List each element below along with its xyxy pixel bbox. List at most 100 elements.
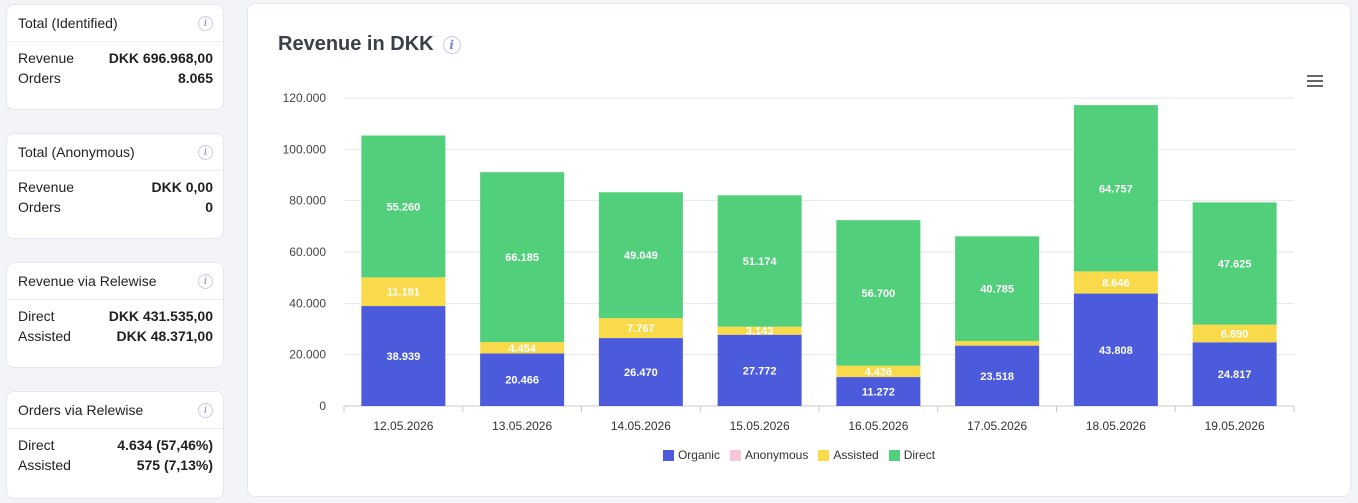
data-label: 11.181 bbox=[387, 287, 420, 299]
card-row: Direct DKK 431.535,00 bbox=[18, 306, 213, 326]
info-icon[interactable]: i bbox=[198, 273, 213, 289]
x-tick-label: 13.05.2026 bbox=[492, 419, 552, 433]
card-title: Revenue via Relewise bbox=[18, 273, 157, 289]
card-body: Direct 4.634 (57,46%) Assisted 575 (7,13%) bbox=[7, 429, 223, 475]
hamburger-menu-icon[interactable] bbox=[1307, 75, 1323, 87]
row-label: Revenue bbox=[18, 179, 75, 195]
data-label: 7.767 bbox=[627, 323, 655, 335]
legend-item-anonymous[interactable]: Anonymous bbox=[729, 448, 809, 462]
card-body: Revenue DKK 696.968,00 Orders 8.065 bbox=[7, 42, 223, 88]
data-label: 27.772 bbox=[743, 365, 777, 377]
row-label: Orders bbox=[18, 70, 61, 86]
data-label: 3.143 bbox=[746, 326, 774, 338]
row-value: 4.634 (57,46%) bbox=[117, 437, 213, 453]
x-tick-label: 14.05.2026 bbox=[611, 419, 671, 433]
bar-segment-assisted[interactable] bbox=[361, 277, 446, 307]
legend-item-organic[interactable]: Organic bbox=[662, 448, 720, 462]
x-tick-label: 17.05.2026 bbox=[967, 419, 1027, 433]
data-label: 47.625 bbox=[1218, 258, 1252, 270]
card-row: Orders 0 bbox=[18, 197, 213, 217]
card-row: Assisted 575 (7,13%) bbox=[18, 455, 213, 475]
row-value: 0 bbox=[205, 199, 213, 215]
data-label: 64.757 bbox=[1099, 183, 1133, 195]
bar-segment-direct[interactable] bbox=[717, 195, 802, 327]
bar-segment-assisted[interactable] bbox=[1073, 271, 1158, 294]
card-header: Orders via Relewise i bbox=[7, 392, 223, 429]
bar-segment-assisted[interactable] bbox=[717, 326, 802, 335]
bar-segment-assisted[interactable] bbox=[480, 342, 565, 354]
card-row: Direct 4.634 (57,46%) bbox=[18, 435, 213, 455]
row-value: 575 (7,13%) bbox=[136, 457, 213, 473]
bar-segment-organic[interactable] bbox=[955, 345, 1040, 406]
card-row: Revenue DKK 0,00 bbox=[18, 177, 213, 197]
x-tick-label: 16.05.2026 bbox=[848, 419, 908, 433]
data-label: 11.272 bbox=[862, 387, 895, 399]
x-tick-label: 18.05.2026 bbox=[1086, 419, 1146, 433]
info-icon[interactable]: i bbox=[198, 402, 213, 418]
bar-segment-organic[interactable] bbox=[1192, 342, 1277, 406]
bar-segment-direct[interactable] bbox=[836, 220, 921, 366]
bar-segment-direct[interactable] bbox=[1192, 202, 1277, 325]
bar-segment-direct[interactable] bbox=[361, 135, 446, 278]
card-row: Assisted DKK 48.371,00 bbox=[18, 326, 213, 346]
data-label: 51.174 bbox=[743, 256, 778, 268]
y-tick-label: 100.000 bbox=[283, 142, 327, 156]
data-label: 24.817 bbox=[1218, 369, 1252, 381]
row-label: Direct bbox=[18, 308, 55, 324]
bar-segment-direct[interactable] bbox=[1073, 105, 1158, 272]
x-tick-label: 19.05.2026 bbox=[1205, 419, 1265, 433]
legend-label: Anonymous bbox=[744, 448, 809, 462]
bar-segment-assisted[interactable] bbox=[598, 318, 683, 339]
stacked-bar-chart: 0 20.000 40.000 60.000 80.000 100.000 120.000 1… bbox=[283, 91, 1295, 433]
card-title: Total (Anonymous) bbox=[18, 144, 135, 160]
bar-segment-direct[interactable] bbox=[480, 172, 565, 343]
bar-segment-direct[interactable] bbox=[955, 236, 1040, 342]
bar-segment-assisted[interactable] bbox=[955, 341, 1040, 346]
bar-segment-organic[interactable] bbox=[598, 338, 683, 406]
data-label: 8.646 bbox=[1102, 277, 1130, 289]
data-label: 20.466 bbox=[505, 375, 539, 387]
stat-card: Revenue via Relewise i Direct DKK 431.535,0… bbox=[6, 262, 224, 368]
info-icon[interactable]: i bbox=[442, 35, 461, 54]
bar-segment-organic[interactable] bbox=[717, 334, 802, 406]
data-label: 26.470 bbox=[624, 367, 658, 379]
legend-swatch bbox=[662, 449, 674, 461]
chart-title-text: Revenue in DKK bbox=[278, 33, 434, 55]
legend-item-assisted[interactable]: Assisted bbox=[818, 448, 879, 462]
legend-item-direct[interactable]: Direct bbox=[888, 448, 935, 462]
row-label: Revenue bbox=[18, 50, 75, 66]
legend-label: Assisted bbox=[833, 448, 879, 462]
y-tick-label: 0 bbox=[319, 399, 326, 413]
data-label: 4.436 bbox=[865, 366, 893, 378]
card-title: Total (Identified) bbox=[18, 15, 118, 31]
x-tick-label: 12.05.2026 bbox=[373, 419, 433, 433]
row-value: DKK 0,00 bbox=[151, 179, 213, 195]
data-label: 55.260 bbox=[387, 201, 421, 213]
bar-segment-assisted[interactable] bbox=[1192, 324, 1277, 343]
legend-swatch bbox=[888, 449, 900, 461]
row-value: DKK 431.535,00 bbox=[108, 308, 213, 324]
card-header: Revenue via Relewise i bbox=[7, 263, 223, 300]
y-tick-label: 20.000 bbox=[289, 348, 326, 362]
card-title: Orders via Relewise bbox=[18, 402, 144, 418]
bar-segment-organic[interactable] bbox=[1073, 293, 1158, 406]
row-label: Assisted bbox=[18, 328, 71, 344]
info-icon[interactable]: i bbox=[198, 144, 213, 160]
stat-card: Orders via Relewise i Direct 4.634 (57,46%)… bbox=[6, 391, 224, 499]
x-tick-label: 15.05.2026 bbox=[730, 419, 790, 433]
bar-segment-direct[interactable] bbox=[598, 192, 683, 319]
bar-segment-organic[interactable] bbox=[836, 377, 921, 406]
row-label: Direct bbox=[18, 437, 55, 453]
card-body: Direct DKK 431.535,00 Assisted DKK 48.371,0… bbox=[7, 300, 223, 346]
bar-segment-organic[interactable] bbox=[480, 353, 565, 406]
data-label: 6.890 bbox=[1221, 328, 1249, 340]
bar-segment-assisted[interactable] bbox=[836, 365, 921, 378]
card-row: Revenue DKK 696.968,00 bbox=[18, 48, 213, 68]
card-body: Revenue DKK 0,00 Orders 0 bbox=[7, 171, 223, 217]
y-tick-label: 40.000 bbox=[289, 296, 326, 310]
info-icon[interactable]: i bbox=[198, 15, 213, 31]
data-label: 66.185 bbox=[505, 252, 539, 264]
y-tick-label: 80.000 bbox=[289, 194, 326, 208]
row-value: DKK 48.371,00 bbox=[116, 328, 213, 344]
bar-segment-organic[interactable] bbox=[361, 306, 446, 406]
